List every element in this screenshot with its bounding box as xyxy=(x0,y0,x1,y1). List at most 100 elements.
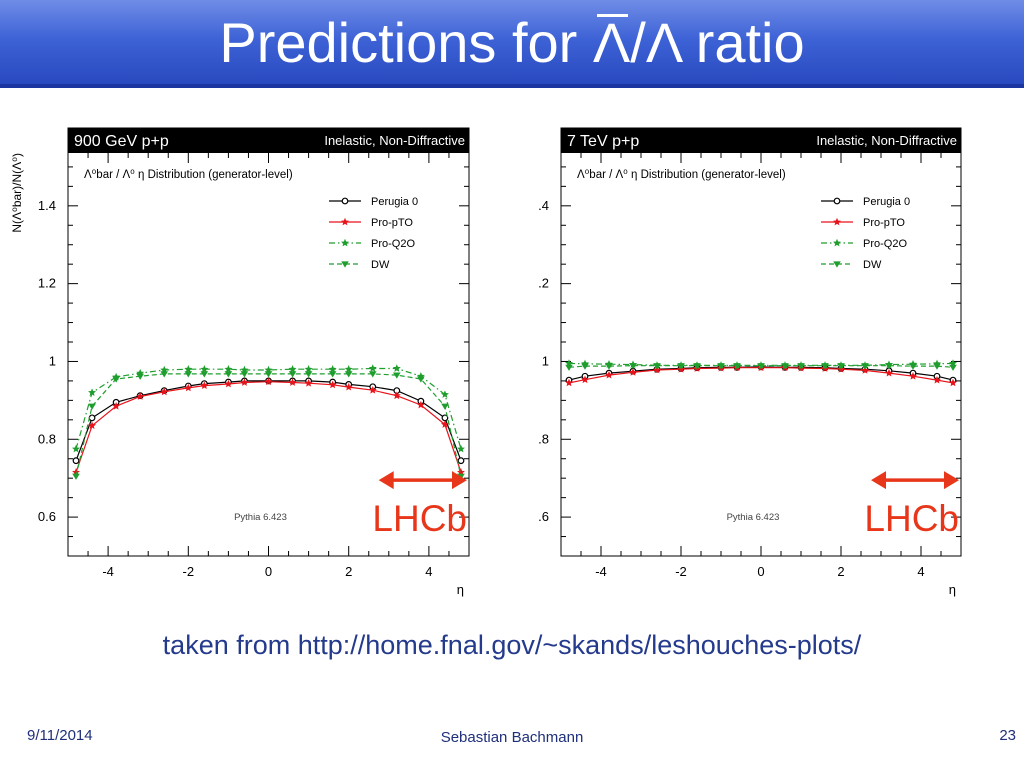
data-point xyxy=(240,378,249,386)
title-bar: Predictions for Λ/Λ ratio xyxy=(0,0,1024,88)
x-axis-title: η xyxy=(949,582,956,597)
series-line xyxy=(75,381,462,473)
series-line xyxy=(75,373,462,477)
data-point xyxy=(781,363,789,370)
data-point xyxy=(112,376,120,383)
data-point xyxy=(393,372,401,379)
data-point xyxy=(200,365,209,373)
y-tick-label: 1.4 xyxy=(38,198,56,213)
lhcb-arrow-head-left xyxy=(378,471,394,490)
data-point xyxy=(288,378,297,386)
data-point xyxy=(88,388,97,396)
data-point xyxy=(933,363,941,370)
series-pro-pto xyxy=(72,377,465,476)
y-tick-label: 0.8 xyxy=(38,431,56,446)
legend-marker xyxy=(341,261,349,268)
chart-1: 900 GeV p+p Inelastic, Non-Diffractive Λ⁰b… xyxy=(10,127,470,597)
chart-subtitle: Λ⁰bar / Λ⁰ η Distribution (generator-lev… xyxy=(577,169,786,181)
data-point xyxy=(717,363,725,370)
data-point xyxy=(184,365,193,373)
slide-title: Predictions for Λ/Λ ratio xyxy=(0,8,1024,78)
data-point xyxy=(88,414,96,422)
source-caption: taken from http://home.fnal.gov/~skands/… xyxy=(162,630,862,660)
lhcb-label: LHCb xyxy=(864,498,959,539)
data-point xyxy=(733,363,741,370)
y-tick-label: 1 xyxy=(49,353,56,368)
data-point xyxy=(949,378,957,387)
chart-header-left: 900 GeV p+p xyxy=(74,133,169,150)
x-tick-label: -4 xyxy=(595,564,607,579)
x-tick-label: 4 xyxy=(917,564,924,579)
data-point xyxy=(112,402,121,410)
chart-header-bar xyxy=(68,128,469,153)
data-point xyxy=(392,391,401,400)
legend-label: Pro-pTO xyxy=(371,217,413,229)
data-point xyxy=(328,380,337,389)
lhcb-arrow-head-left xyxy=(871,471,886,490)
data-point xyxy=(264,377,273,386)
data-point xyxy=(88,403,96,410)
y-axis-title: N(Λ⁰bar)/N(Λ⁰) xyxy=(10,153,24,233)
data-point xyxy=(416,400,425,409)
data-point xyxy=(677,363,685,370)
title-overline xyxy=(596,14,629,17)
chart-header-left: 7 TeV p+p xyxy=(567,133,639,150)
data-point xyxy=(288,365,297,373)
data-point xyxy=(417,376,425,383)
chart-header-bar xyxy=(561,128,961,153)
x-tick-label: -4 xyxy=(102,564,114,579)
data-point xyxy=(653,363,661,370)
chart-frame xyxy=(560,127,962,557)
data-point xyxy=(565,378,573,387)
data-point xyxy=(440,390,449,398)
data-point xyxy=(344,365,353,373)
y-tick-label: 1.2 xyxy=(38,276,56,291)
footer-author: Sebastian Bachmann xyxy=(440,729,584,746)
series-perugia-0 xyxy=(72,377,465,465)
data-point xyxy=(288,371,297,378)
data-point xyxy=(861,366,869,374)
y-tick-label: .2 xyxy=(538,276,549,291)
data-point xyxy=(368,386,377,394)
data-point xyxy=(240,371,249,378)
legend-marker xyxy=(833,197,841,205)
data-point xyxy=(184,371,193,378)
footer-date: 9/11/2014 xyxy=(27,727,93,744)
data-point xyxy=(456,444,465,453)
data-point xyxy=(457,457,465,465)
data-point xyxy=(88,421,97,430)
data-point xyxy=(629,368,637,376)
y-tick-label: 0.6 xyxy=(38,509,56,524)
data-point xyxy=(885,368,893,377)
data-point xyxy=(368,364,377,372)
legend-label: DW xyxy=(863,259,882,271)
legend-marker xyxy=(833,217,841,226)
lhcb-arrow-head-right xyxy=(452,471,467,490)
data-point xyxy=(909,372,917,380)
data-point xyxy=(565,364,573,371)
lhcb-label: LHCb xyxy=(372,498,467,539)
chart-frame xyxy=(67,127,470,557)
data-point xyxy=(441,403,449,410)
y-tick-label: .6 xyxy=(538,509,549,524)
data-point xyxy=(392,364,401,372)
lhcb-arrow-head-right xyxy=(944,471,959,490)
data-point xyxy=(440,420,449,428)
data-point xyxy=(949,364,957,371)
legend-marker xyxy=(833,238,841,247)
x-tick-label: -2 xyxy=(675,564,687,579)
data-point xyxy=(344,371,353,378)
title-lambda-bar: Λ xyxy=(593,8,630,78)
data-point xyxy=(224,379,233,388)
data-point xyxy=(653,365,661,374)
legend-marker xyxy=(341,217,349,226)
charts-panel: 900 GeV p+p Inelastic, Non-Diffractive Λ⁰b… xyxy=(10,127,962,597)
x-tick-label: 4 xyxy=(425,564,432,579)
legend-marker xyxy=(341,238,349,247)
data-point xyxy=(136,392,145,400)
data-point xyxy=(160,371,169,378)
data-point xyxy=(136,373,144,380)
legend-label: Pro-pTO xyxy=(863,217,905,229)
data-point xyxy=(581,363,589,370)
data-point xyxy=(224,365,233,373)
